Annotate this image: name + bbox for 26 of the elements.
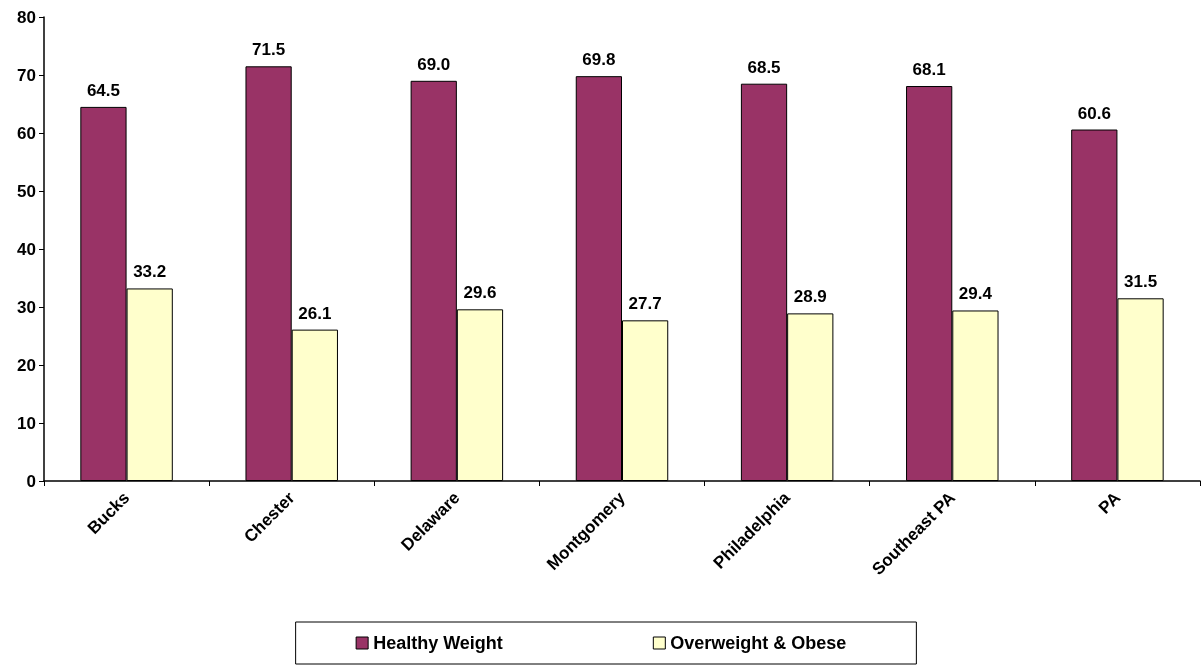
y-tick-label: 40 <box>17 239 36 259</box>
data-label: 69.8 <box>582 50 616 70</box>
data-label: 26.1 <box>298 303 332 323</box>
data-label: 60.6 <box>1077 103 1111 123</box>
data-label: 68.1 <box>912 60 946 80</box>
y-tick-label: 50 <box>17 181 36 201</box>
x-tick-label: PA <box>1094 488 1125 518</box>
legend-label: Healthy Weight <box>373 633 503 653</box>
data-label: 69.0 <box>417 54 451 74</box>
y-tick-label: 20 <box>17 355 36 375</box>
legend-label: Overweight & Obese <box>670 633 847 653</box>
data-label: 68.5 <box>747 57 781 77</box>
y-tick-label: 80 <box>17 7 36 27</box>
data-label: 27.7 <box>628 294 662 314</box>
data-label: 28.9 <box>793 287 827 307</box>
y-tick-label: 70 <box>17 65 36 85</box>
y-tick-label: 30 <box>17 297 36 317</box>
y-tick-label: 60 <box>17 123 36 143</box>
data-label: 71.5 <box>252 40 286 60</box>
data-label: 31.5 <box>1124 272 1158 292</box>
data-label: 33.2 <box>133 262 167 282</box>
data-label: 29.6 <box>463 283 497 303</box>
data-label: 64.5 <box>86 80 120 100</box>
data-label: 29.4 <box>958 284 993 304</box>
y-tick-label: 0 <box>26 471 36 491</box>
y-tick-label: 10 <box>17 413 36 433</box>
